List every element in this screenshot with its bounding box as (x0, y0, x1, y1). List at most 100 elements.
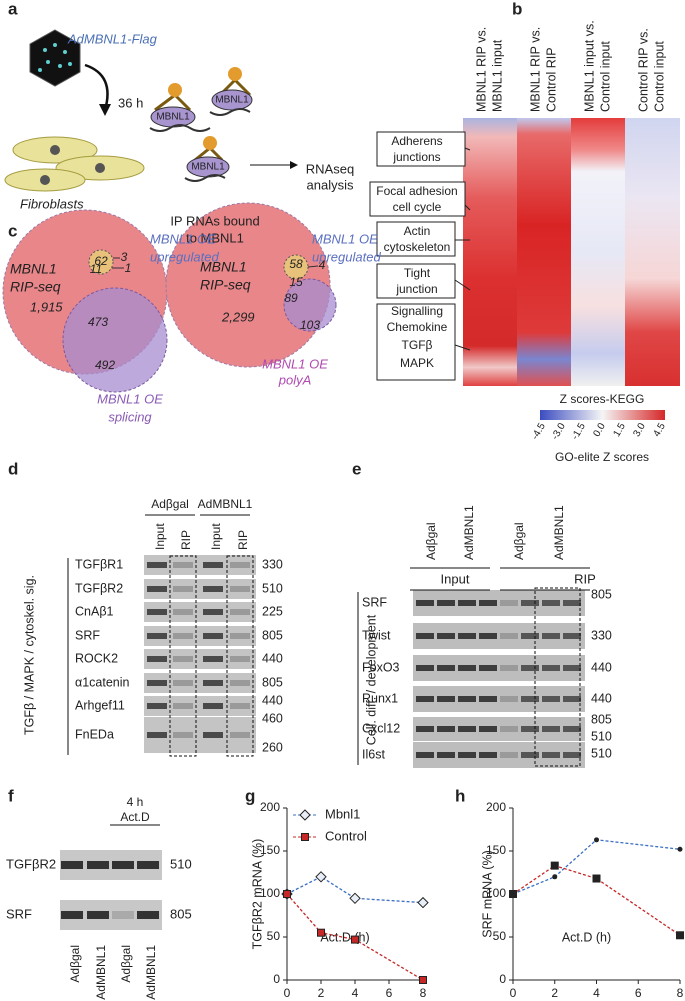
data-point (592, 874, 601, 883)
set-label: upregulated (150, 249, 219, 264)
data-point (419, 976, 427, 984)
gel-lane (144, 579, 256, 599)
y-tick-label: 200 (486, 800, 506, 814)
group-label: Adβgal (424, 522, 438, 560)
gene-label: TGFβR1 (75, 557, 123, 571)
y-tick-label: 100 (486, 886, 506, 900)
gel-band (230, 633, 250, 639)
venn-count: 62 (94, 254, 108, 268)
y-axis-title: TGFβR2 mRNA (%) (250, 839, 264, 950)
column-header: Control input (652, 41, 666, 112)
gel-band (479, 665, 497, 671)
gel-band (563, 726, 581, 732)
gel-band (147, 562, 167, 568)
colorbar-title: Z scores-KEGG (560, 392, 645, 406)
gel-band (563, 600, 581, 606)
gel-band (147, 703, 167, 709)
gene-label: Twist (362, 628, 391, 642)
gel-band (173, 586, 193, 592)
term-label: MAPK (400, 356, 434, 370)
size-label: 460 (262, 711, 283, 725)
gel-band (437, 752, 455, 758)
gel-band (458, 633, 476, 639)
lane-label: Input (209, 523, 223, 550)
column-header: Control RIP vs. (636, 28, 650, 112)
group-label: Adβgal (512, 522, 526, 560)
group-label: AdMBNL1 (462, 505, 476, 560)
gel-band (437, 696, 455, 702)
gel-band (542, 600, 560, 606)
term-label: Tight (404, 266, 431, 280)
x-tick-label: 4 (352, 986, 359, 1000)
group-label: AdMBNL1 (198, 497, 253, 511)
colorbar-tick: 0.0 (591, 421, 608, 439)
gel-band (61, 911, 83, 919)
colorbar-tick: -1.5 (570, 421, 588, 442)
term-label: Adherens (391, 134, 442, 148)
gel-band (500, 752, 518, 758)
side-label: Cell. diff. / development (364, 614, 378, 745)
legend-label: Mbnl1 (325, 806, 360, 821)
group-label: AdMBNL1 (552, 505, 566, 560)
gel-band (173, 633, 193, 639)
gene-label: α1catenin (75, 675, 130, 689)
y-tick-label: 150 (486, 843, 506, 857)
gene-label: Il6st (362, 747, 385, 761)
set-label: MBNL1 OE (97, 391, 163, 406)
ip-label: IP RNAs bound (170, 213, 259, 228)
gel-band (203, 586, 223, 592)
y-axis-title: SRF mRNA (%) (480, 850, 494, 938)
gel-band (416, 665, 434, 671)
gel-band (521, 633, 539, 639)
gel-band (203, 609, 223, 615)
gel-band (137, 911, 159, 919)
panel-b-art (369, 118, 680, 420)
colorbar-tick: 1.5 (611, 421, 628, 439)
series-line (512, 864, 681, 936)
colorbar-tick: -4.5 (530, 421, 548, 442)
data-point (552, 874, 558, 880)
gel-band (542, 633, 560, 639)
data-point (417, 896, 429, 909)
gel-band (500, 600, 518, 606)
gel-band (563, 752, 581, 758)
series-line (286, 893, 424, 981)
x-tick-label: 0 (284, 986, 291, 1000)
gel-band (61, 861, 83, 869)
data-point (676, 931, 684, 940)
set-label: RIP-seq (200, 277, 251, 293)
gel-band (458, 600, 476, 606)
gel-band (521, 726, 539, 732)
gel-band (173, 656, 193, 662)
data-point (349, 892, 361, 905)
lane-label: RIP (179, 530, 193, 550)
gel-band (416, 600, 434, 606)
gel-band (147, 732, 167, 738)
gel-band (112, 861, 134, 869)
gel-band (458, 665, 476, 671)
gel-band (147, 680, 167, 686)
series-line (512, 839, 681, 895)
term-label: Chemokine (387, 320, 448, 334)
gel-band (230, 586, 250, 592)
set-label: upregulated (312, 249, 381, 264)
gel-band (479, 600, 497, 606)
gel-band (416, 696, 434, 702)
venn-count: 473 (88, 315, 108, 329)
protein-label: MBNL1 (156, 112, 190, 123)
term-label: junctions (392, 150, 440, 164)
gel-band (112, 911, 134, 919)
data-point (351, 935, 359, 944)
size-label: 805 (170, 906, 192, 921)
gene-label: TGFβR2 (75, 581, 123, 595)
gel-band (437, 665, 455, 671)
gene-label: SRF (75, 628, 100, 642)
cells-label: Fibroblasts (20, 196, 84, 211)
term-label: Actin (404, 224, 431, 238)
gel-band (173, 609, 193, 615)
size-label: 510 (262, 581, 283, 595)
gel-band (416, 726, 434, 732)
size-label: 440 (591, 660, 612, 674)
set-label: splicing (108, 409, 152, 424)
gel-band (437, 600, 455, 606)
